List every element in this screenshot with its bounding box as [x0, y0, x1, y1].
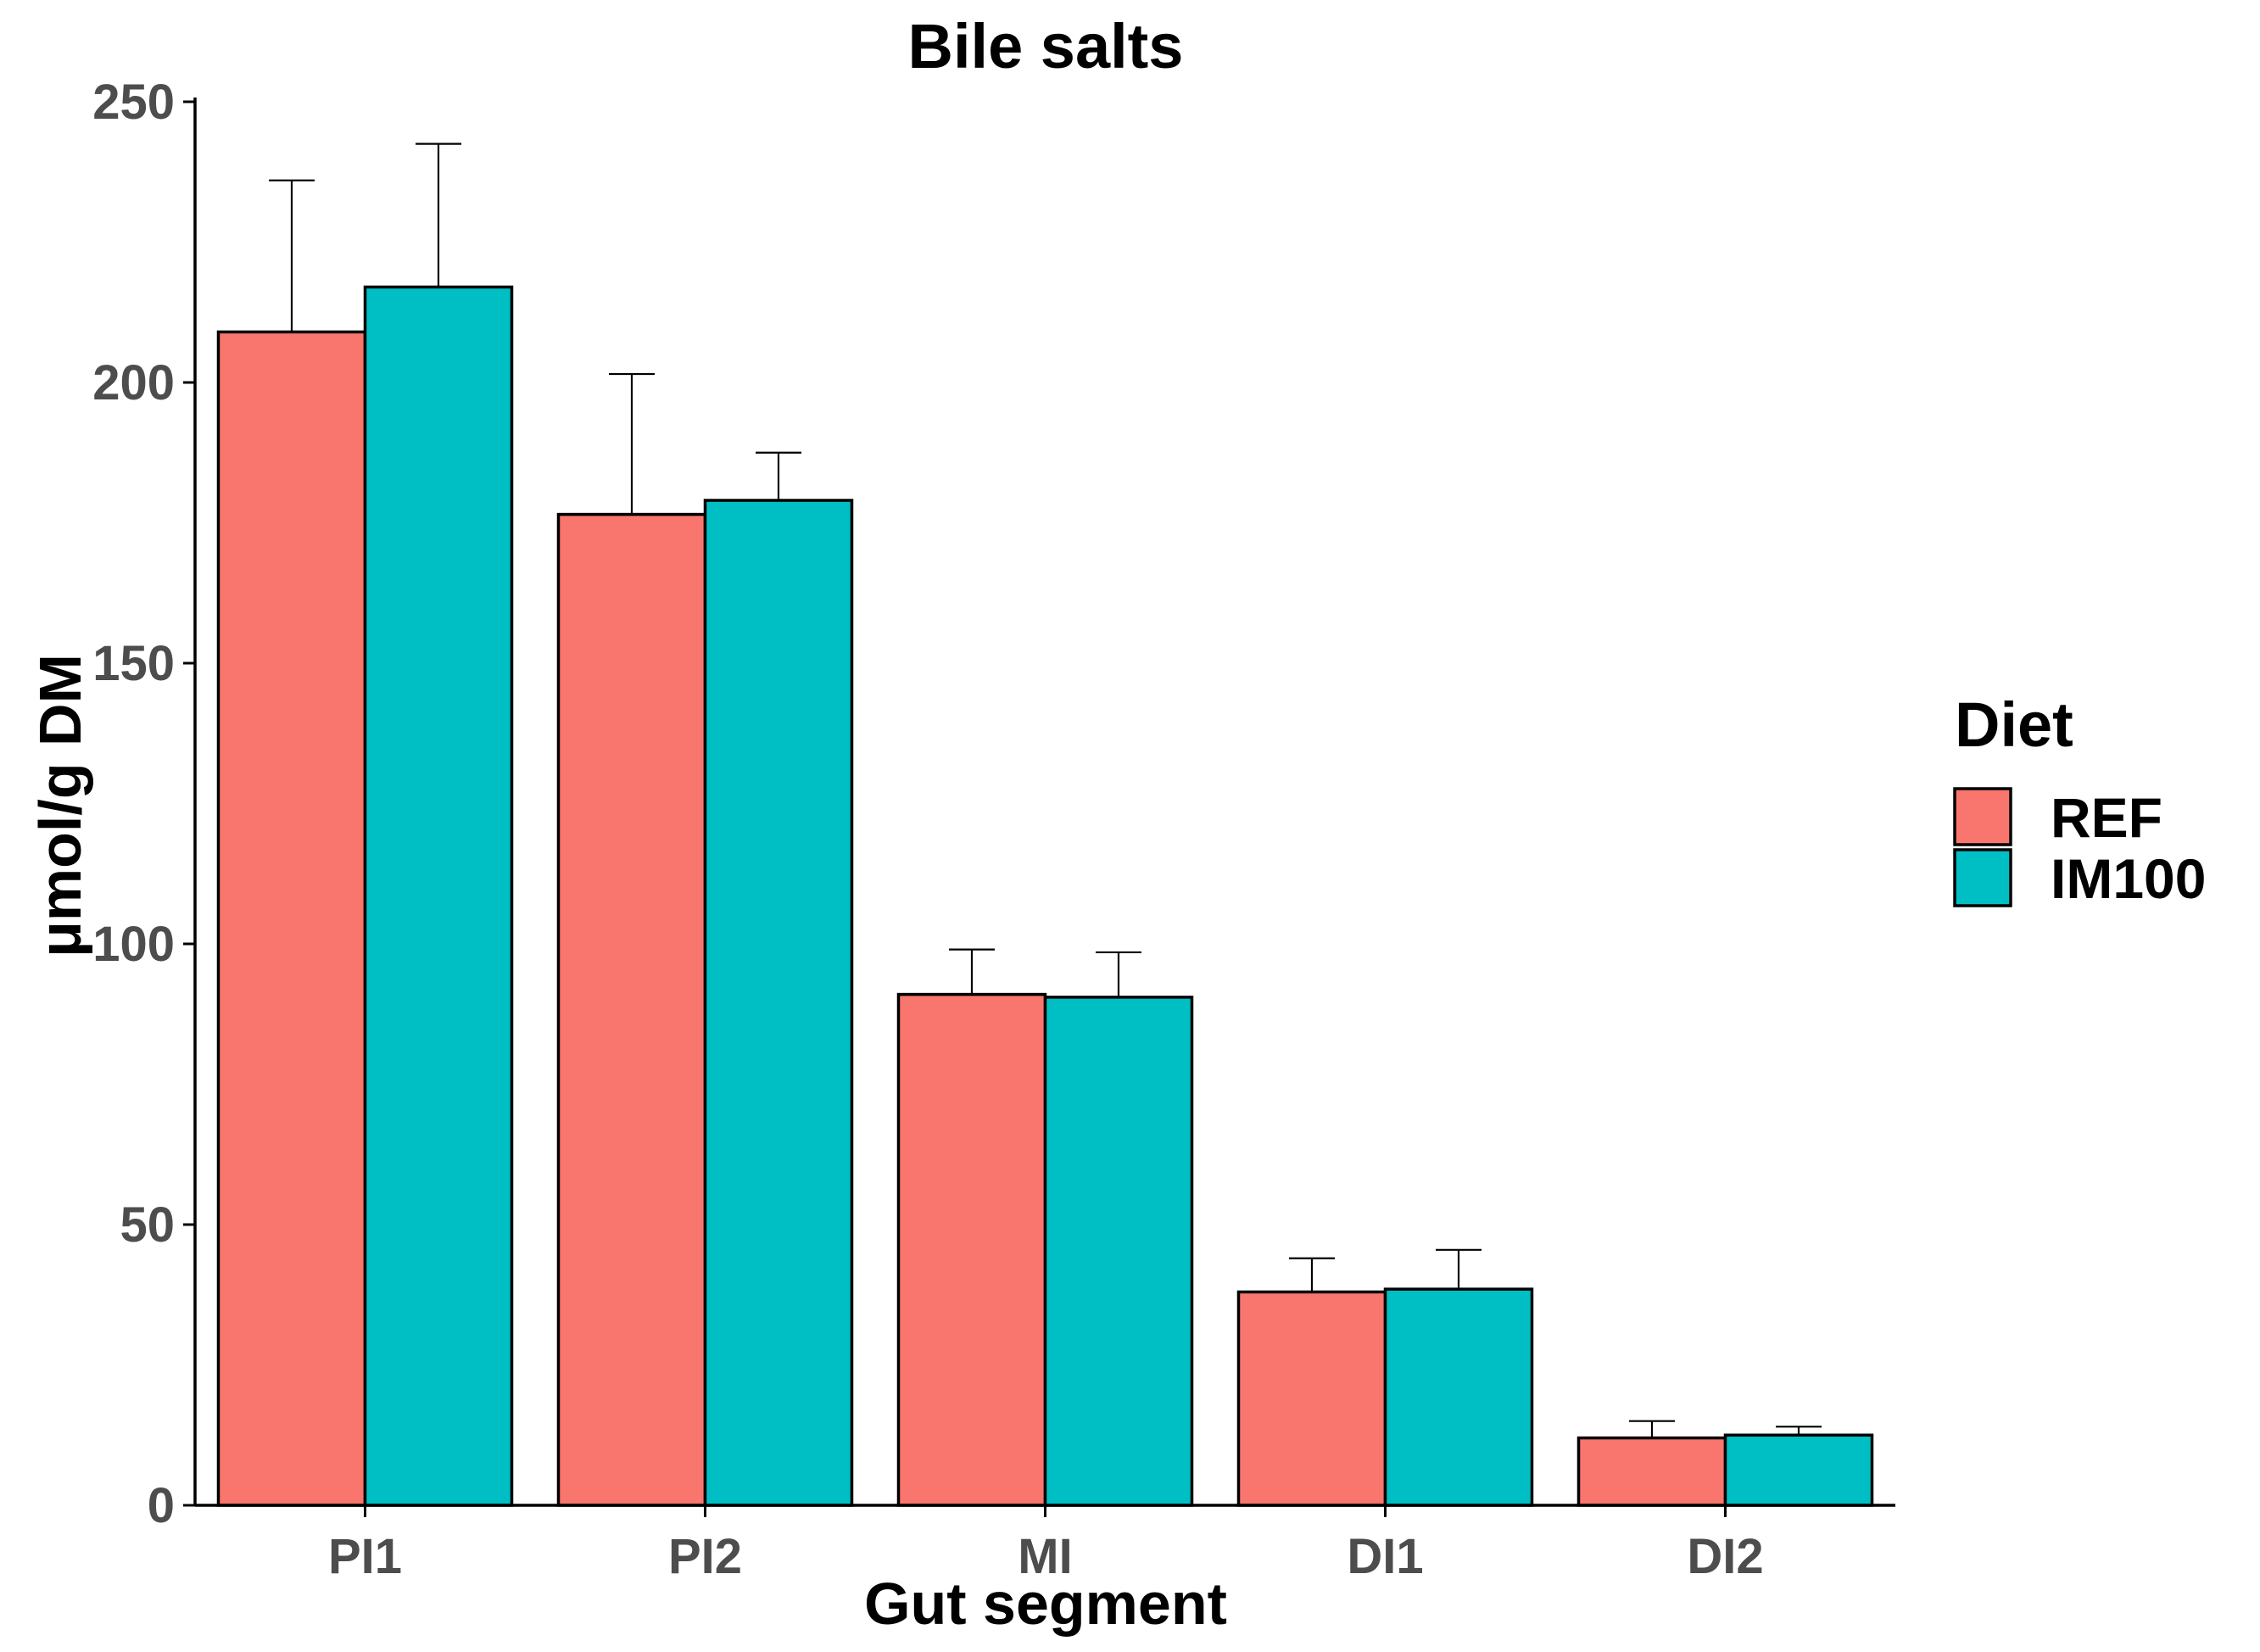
- y-tick-label-250: 250: [92, 75, 175, 130]
- bar-ref-pi2: [556, 512, 707, 1507]
- chart-title: Bile salts: [908, 11, 1184, 81]
- error-bars-layer: [269, 142, 1822, 1438]
- bar-ref-di1: [1236, 1290, 1387, 1507]
- x-tick-label-di2: DI2: [1687, 1529, 1763, 1584]
- x-axis-title: Gut segment: [864, 1571, 1227, 1637]
- legend-label-ref: REF: [2051, 786, 2162, 849]
- bar-ref-pi1: [216, 330, 367, 1507]
- x-tick-label-pi2: PI2: [668, 1529, 742, 1584]
- bar-im100-pi1: [363, 285, 514, 1507]
- bars-layer: [216, 285, 1874, 1507]
- bar-ref-di2: [1576, 1436, 1727, 1507]
- axes-layer: PI1 PI2 MI DI1 DI2 0 50 100 150 200 250: [92, 75, 1895, 1584]
- y-tick-label-100: 100: [92, 917, 175, 972]
- y-tick-label-0: 0: [148, 1478, 175, 1533]
- x-tick-label-mi: MI: [1018, 1529, 1072, 1584]
- bar-im100-mi: [1043, 996, 1194, 1507]
- bar-im100-di1: [1383, 1287, 1534, 1507]
- x-tick-label-pi1: PI1: [328, 1529, 402, 1584]
- y-tick-label-200: 200: [92, 355, 175, 410]
- bar-im100-pi2: [703, 499, 854, 1507]
- bar-im100-di2: [1723, 1433, 1874, 1507]
- x-tick-label-di1: DI1: [1347, 1529, 1423, 1584]
- y-axis-title: μmol/g DM: [27, 654, 93, 957]
- legend-title: Diet: [1955, 689, 2073, 760]
- legend-swatch-ref: [1953, 787, 2012, 846]
- y-tick-label-150: 150: [92, 636, 175, 691]
- legend-swatch-im100: [1953, 848, 2012, 907]
- legend-label-im100: IM100: [2051, 847, 2206, 910]
- bar-ref-mi: [896, 992, 1047, 1507]
- y-tick-label-50: 50: [120, 1197, 175, 1253]
